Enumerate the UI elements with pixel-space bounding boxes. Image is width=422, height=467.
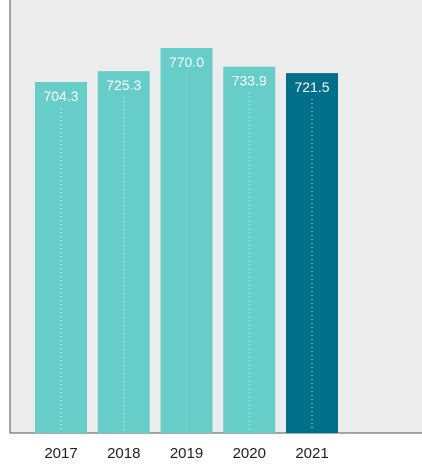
value-label-2017: 704.3 — [43, 88, 78, 104]
value-label-2021: 721.5 — [294, 79, 329, 95]
x-tick-label-2019: 2019 — [170, 445, 203, 462]
value-label-2019: 770.0 — [169, 54, 204, 70]
x-tick-label-2020: 2020 — [233, 445, 266, 462]
x-tick-label-2018: 2018 — [107, 445, 140, 462]
value-label-2020: 733.9 — [232, 73, 267, 89]
x-tick-labels-layer: 2017 2018 2019 2020 2021 — [44, 445, 328, 462]
bar-2018 — [97, 71, 150, 434]
x-tick-label-2017: 2017 — [44, 445, 77, 462]
value-labels-layer: 704.3 725.3 770.0 733.9 721.5 — [43, 54, 329, 104]
x-tick-label-2021: 2021 — [295, 445, 328, 462]
bar-2020 — [223, 66, 276, 433]
bar-2021 — [286, 73, 338, 433]
bar-2019 — [160, 48, 213, 433]
value-label-2018: 725.3 — [106, 77, 141, 93]
bars-layer — [35, 48, 338, 434]
